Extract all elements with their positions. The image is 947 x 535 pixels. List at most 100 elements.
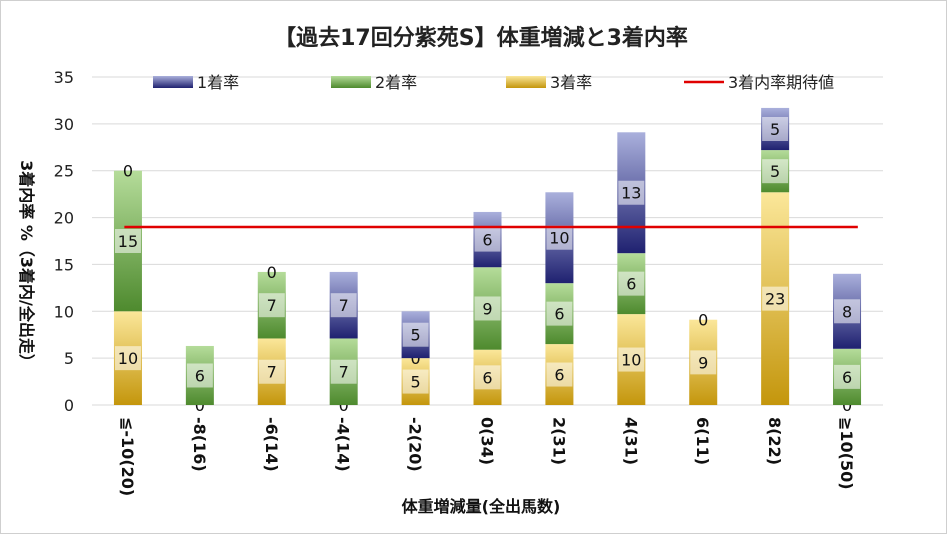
x-tick-label: -2(20) [406, 417, 425, 472]
x-axis-label: 体重増減量(全出馬数) [402, 497, 561, 516]
y-tick-label: 10 [54, 302, 74, 321]
data-label-box [114, 229, 141, 253]
x-tick: ≧10(50) [837, 417, 856, 490]
data-label-box [474, 227, 501, 252]
data-label: 9 [698, 353, 708, 372]
data-label: 9 [482, 299, 492, 318]
legend-label: 1着率 [197, 73, 239, 92]
data-label: 23 [765, 290, 785, 309]
data-label: 10 [621, 351, 641, 370]
data-label-box [618, 180, 645, 205]
x-tick: ≦-10(20) [118, 417, 137, 496]
data-label-box [186, 363, 213, 388]
data-label: 7 [267, 296, 277, 315]
data-label-box [762, 117, 789, 142]
x-tick-label: ≦-10(20) [118, 417, 137, 496]
legend-swatch [506, 76, 546, 88]
data-label-box [762, 286, 789, 311]
data-label-box [402, 322, 429, 347]
x-tick-labels: ≦-10(20) -8(16) -6(14) -4(14) -2(20) 0(34) 2(3… [118, 417, 856, 496]
x-tick-label: -4(14) [334, 417, 353, 472]
bars: 10 15 0 0 6 7 7 0 0 7 7 5 0 5 6 9 6 6 6 10 10 6 13 9 0 23 5 5 0 6 8 [113, 107, 862, 415]
data-label: 6 [842, 368, 852, 387]
data-label: 10 [549, 229, 569, 248]
data-label: 0 [123, 162, 133, 181]
data-label: 7 [339, 363, 349, 382]
y-tick-label: 30 [54, 115, 74, 134]
y-tick-label: 20 [54, 209, 74, 228]
data-label: 6 [554, 366, 564, 385]
data-label-box [474, 296, 501, 321]
data-label: 0 [339, 396, 349, 415]
x-tick: 6(11) [693, 417, 712, 465]
y-tick-label: 25 [54, 162, 74, 181]
y-axis-label: 3着内率 %（3着内/全出走） [17, 160, 36, 370]
data-label: 13 [621, 184, 641, 203]
x-tick: -4(14) [334, 417, 353, 472]
x-tick-label: 4(31) [621, 417, 640, 465]
legend-swatch [153, 76, 193, 88]
x-tick: 2(31) [549, 417, 568, 465]
data-label-box [834, 364, 861, 389]
data-label: 0 [410, 349, 420, 368]
data-label: 0 [842, 396, 852, 415]
x-tick-label: ≧10(50) [837, 417, 856, 490]
data-label: 8 [842, 302, 852, 321]
data-label-box [546, 225, 573, 250]
y-tick-label: 0 [64, 396, 74, 415]
x-tick-label: -8(16) [190, 417, 209, 472]
y-tick-label: 35 [54, 68, 74, 87]
data-label-box [618, 347, 645, 372]
data-label-box [834, 299, 861, 324]
x-tick-label: 6(11) [693, 417, 712, 465]
legend: 1着率 2着率 3着率 3着内率期待値 [153, 73, 834, 92]
x-tick: 8(22) [765, 417, 784, 465]
x-tick-label: 2(31) [549, 417, 568, 465]
x-tick: -6(14) [262, 417, 281, 472]
data-label: 7 [339, 296, 349, 315]
data-label-box [762, 159, 789, 184]
data-label: 6 [626, 275, 636, 294]
data-label-box [546, 301, 573, 326]
data-label-box [258, 293, 285, 318]
legend-label: 3着内率期待値 [728, 73, 834, 92]
chart-title: 【過去17回分紫苑S】体重増減と3着内率 [274, 25, 688, 51]
data-label: 10 [118, 349, 138, 368]
x-tick-label: -6(14) [262, 417, 281, 472]
data-label-box [402, 369, 429, 394]
data-label: 5 [770, 120, 780, 139]
legend-label: 2着率 [375, 73, 417, 92]
data-label-box [330, 359, 357, 384]
y-tick-labels: 0 5 10 15 20 25 30 35 [54, 68, 74, 415]
data-label: 6 [195, 366, 205, 385]
data-label: 5 [410, 326, 420, 345]
data-label-box [114, 346, 141, 371]
data-label: 6 [482, 231, 492, 250]
data-label-box [330, 293, 357, 318]
data-label: 0 [267, 263, 277, 282]
x-tick-label: 0(34) [478, 417, 497, 465]
data-label-box [618, 271, 645, 296]
legend-label: 3着率 [550, 73, 592, 92]
y-tick-label: 5 [64, 349, 74, 368]
data-label-box [474, 365, 501, 390]
y-tick-label: 15 [54, 255, 74, 274]
data-label: 6 [554, 305, 564, 324]
x-tick: 4(31) [621, 417, 640, 465]
data-label: 5 [770, 162, 780, 181]
legend-swatch [331, 76, 371, 88]
data-label: 0 [698, 311, 708, 330]
data-label-box [546, 362, 573, 387]
data-label: 15 [118, 232, 138, 251]
x-tick: -8(16) [190, 417, 209, 472]
x-tick-label: 8(22) [765, 417, 784, 465]
data-label: 5 [410, 373, 420, 392]
data-label-box [258, 359, 285, 384]
data-label: 0 [195, 396, 205, 415]
x-tick: -2(20) [406, 417, 425, 472]
data-label: 7 [267, 363, 277, 382]
x-tick: 0(34) [478, 417, 497, 465]
data-label: 6 [482, 368, 492, 387]
